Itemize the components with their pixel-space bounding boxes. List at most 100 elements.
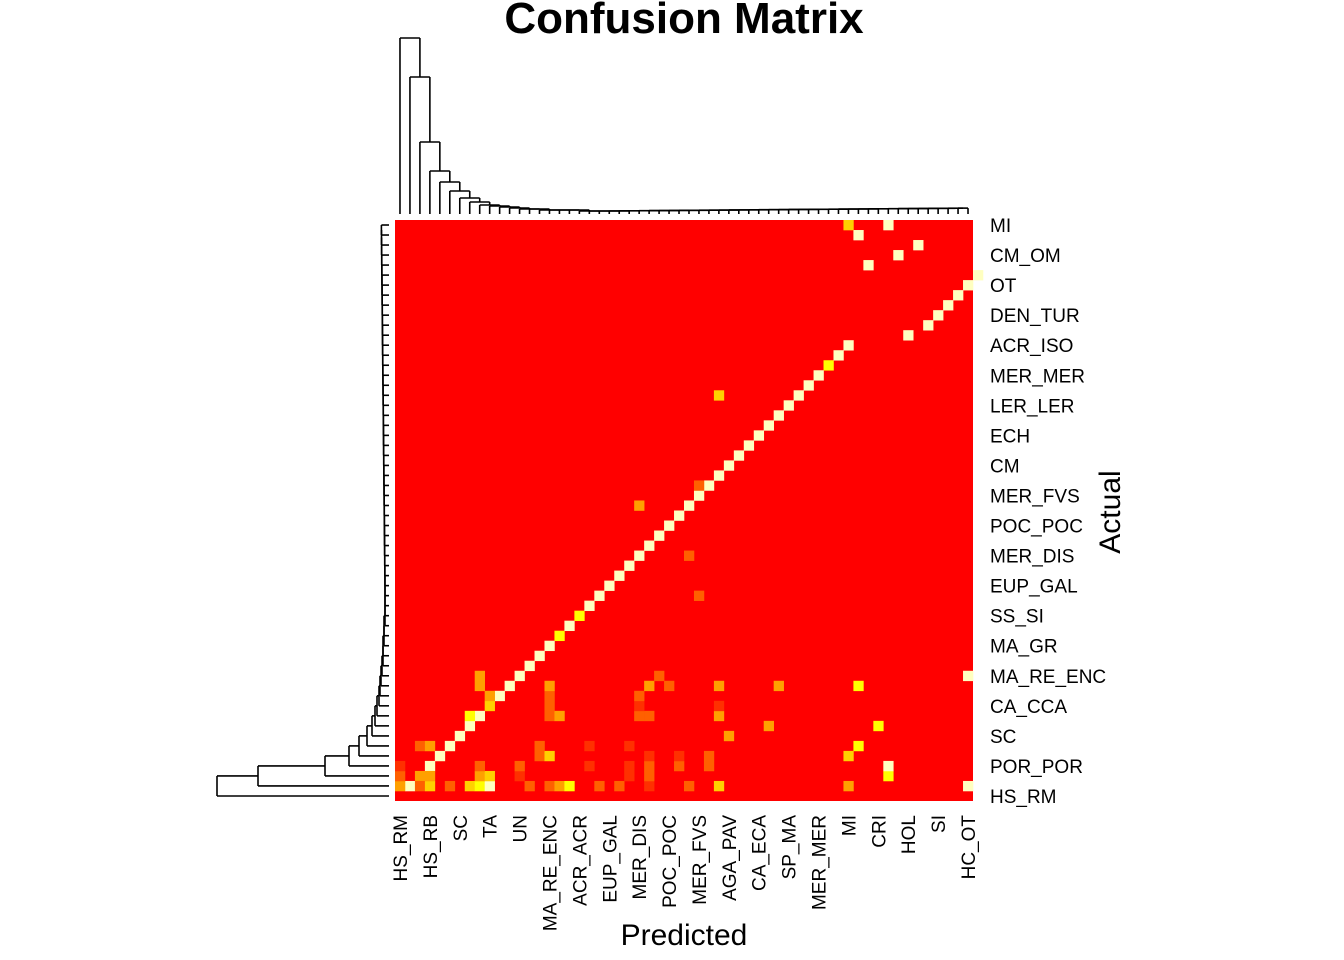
heatmap-cell: [544, 680, 555, 692]
heatmap-cell: [484, 770, 495, 782]
heatmap-cell: [604, 580, 615, 591]
heatmap-cell: [404, 780, 416, 792]
heatmap-cell: [943, 300, 954, 311]
y-tick-label: MI: [990, 216, 1011, 237]
heatmap-cell: [713, 700, 725, 712]
heatmap-cell: [723, 460, 735, 471]
x-tick-label: CA_ECA: [750, 815, 771, 891]
heatmap-cell: [584, 740, 595, 752]
heatmap-cell: [554, 780, 565, 792]
y-tick-label: DEN_TUR: [990, 306, 1080, 327]
heatmap-cell: [514, 670, 525, 682]
heatmap-cell: [414, 780, 426, 792]
heatmap-cell: [723, 730, 735, 742]
heatmap-cell: [544, 750, 555, 762]
heatmap-cell: [634, 500, 645, 511]
heatmap-cell: [624, 760, 635, 772]
heatmap-cell: [424, 760, 436, 772]
row-dendrogram: [216, 224, 389, 797]
heatmap-cell: [713, 390, 725, 401]
heatmap-cell: [664, 680, 675, 692]
heatmap-cell: [843, 780, 854, 792]
heatmap-cell: [474, 760, 485, 772]
y-tick-label: EUP_GAL: [990, 577, 1078, 598]
heatmap-cell: [544, 690, 555, 702]
heatmap-cell: [973, 270, 984, 281]
heatmap-cell: [713, 470, 725, 481]
heatmap-cell: [913, 240, 924, 251]
heatmap-cell: [953, 290, 964, 301]
heatmap-cell: [484, 780, 495, 792]
heatmap-cell: [763, 720, 774, 732]
heatmap-cell: [963, 280, 974, 291]
heatmap-cell: [654, 670, 665, 682]
heatmap-cell: [674, 750, 685, 762]
heatmap-cell: [693, 590, 705, 601]
x-tick-label: MA_RE_ENC: [541, 815, 562, 931]
heatmap-cell: [763, 420, 774, 431]
x-axis-title: Predicted: [621, 919, 748, 952]
heatmap-cell: [484, 690, 495, 702]
heatmap-cell: [594, 780, 605, 792]
y-tick-label: HS_RM: [990, 787, 1057, 808]
x-tick-label: MER_FVS: [690, 815, 711, 905]
y-tick-label: MER_MER: [990, 366, 1085, 387]
heatmap-cell: [713, 780, 725, 792]
heatmap-cell: [684, 780, 695, 792]
y-tick-label: MA_RE_ENC: [990, 667, 1106, 688]
heatmap-cell: [634, 700, 645, 712]
y-tick-label: ACR_ISO: [990, 336, 1073, 357]
heatmap-cell: [414, 770, 426, 782]
x-tick-label: HS_RB: [421, 815, 442, 878]
heatmap-cell: [474, 670, 485, 682]
y-axis-title: Actual: [1094, 470, 1127, 553]
heatmap-cell: [544, 710, 555, 722]
heatmap-cells: [395, 220, 984, 801]
heatmap-cell: [624, 740, 635, 752]
heatmap-cell: [644, 710, 655, 722]
heatmap-cell: [624, 560, 635, 571]
heatmap-cell: [474, 770, 485, 782]
heatmap-cell: [644, 780, 655, 792]
heatmap-cell: [753, 430, 765, 441]
x-tick-label: CRI: [869, 815, 890, 848]
heatmap-cell: [693, 490, 705, 501]
heatmap-cell: [514, 760, 525, 772]
y-tick-label: LER_LER: [990, 396, 1075, 417]
heatmap-cell: [863, 260, 874, 271]
heatmap-cell: [903, 330, 914, 341]
x-tick-label: ACR_ACR: [570, 815, 591, 906]
heatmap-cell: [773, 410, 784, 421]
heatmap-cell: [813, 370, 824, 381]
heatmap-cell: [703, 750, 715, 762]
heatmap-cell: [853, 680, 864, 692]
heatmap-cell: [444, 740, 456, 752]
x-tick-label: HS_RM: [391, 815, 412, 882]
x-tick-label: SI: [929, 815, 950, 833]
heatmap-cell: [634, 550, 645, 561]
heatmap-cell: [654, 530, 665, 541]
heatmap-cell: [893, 250, 904, 261]
x-tick-label: MER_DIS: [630, 815, 651, 899]
heatmap-cell: [853, 740, 864, 752]
x-tick-label: UN: [511, 815, 532, 842]
y-tick-label: SC: [990, 727, 1016, 748]
heatmap-cell: [883, 760, 894, 772]
y-tick-label: CM_OM: [990, 246, 1061, 267]
x-tick-label: POC_POC: [660, 815, 681, 908]
heatmap-cell: [464, 780, 476, 792]
heatmap-cell: [524, 780, 535, 792]
heatmap-cell: [684, 550, 695, 561]
heatmap-cell: [743, 440, 755, 451]
heatmap-cell: [544, 700, 555, 712]
heatmap-cell: [773, 680, 784, 692]
heatmap-cell: [514, 770, 525, 782]
heatmap-cell: [674, 510, 685, 521]
heatmap-cell: [434, 750, 446, 762]
heatmap-cell: [424, 740, 436, 752]
heatmap-cell: [713, 680, 725, 692]
x-tick-label: EUP_GAL: [600, 815, 621, 903]
heatmap-cell: [544, 640, 555, 652]
heatmap-cell: [644, 540, 655, 551]
